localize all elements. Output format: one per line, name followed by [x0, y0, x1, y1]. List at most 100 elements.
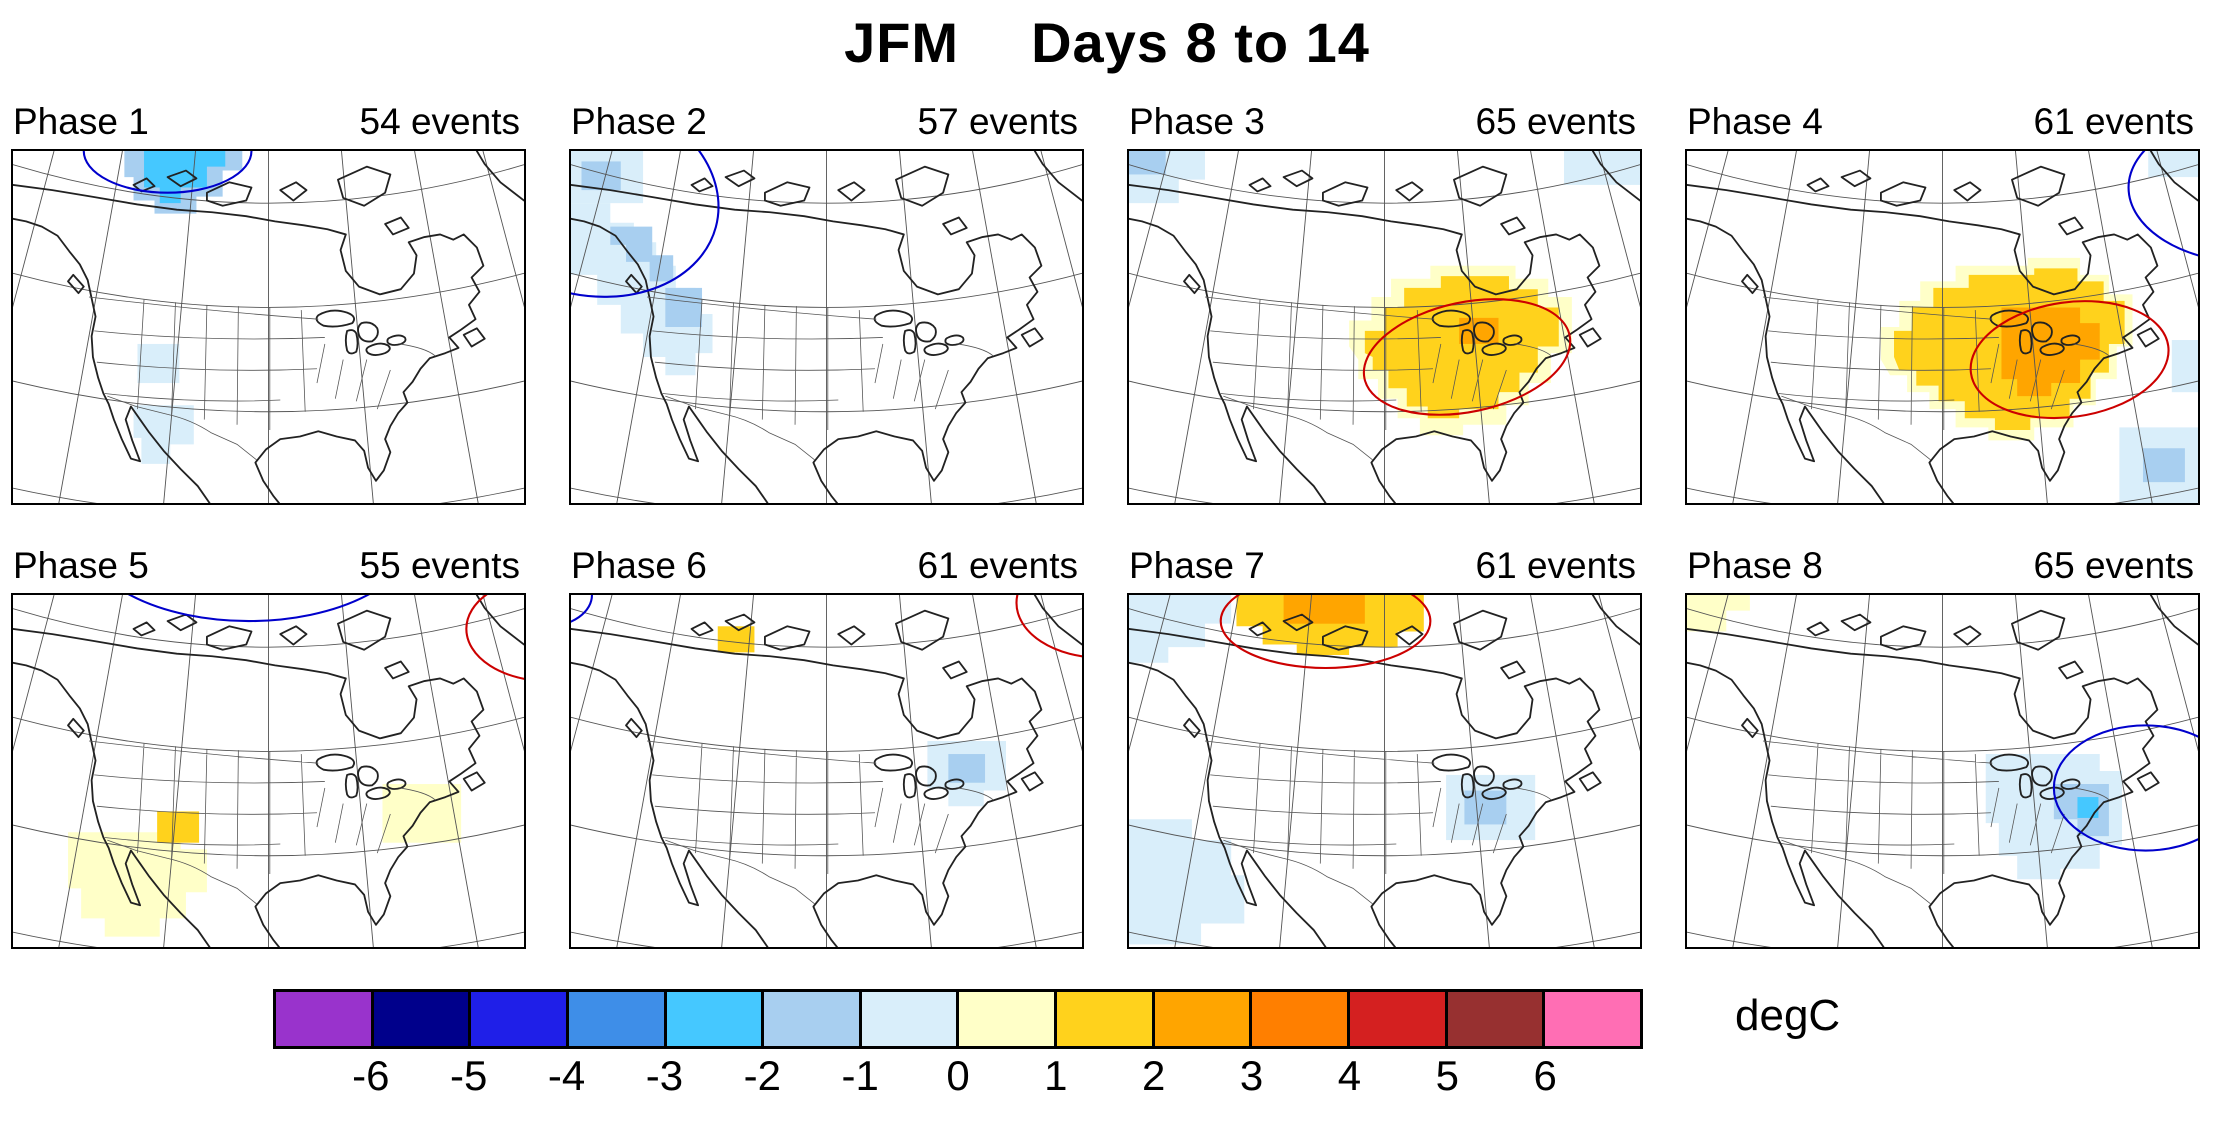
anomaly-patch [948, 754, 986, 783]
panel-header: Phase 8 65 events [1685, 545, 2196, 593]
red-contour [1015, 595, 1082, 658]
anomaly-patch [68, 832, 207, 937]
panel-phase-1: Phase 1 54 events [11, 101, 526, 505]
colorbar-segment [468, 992, 566, 1046]
anomaly-patch [2171, 340, 2198, 393]
anomaly-patch [665, 287, 703, 327]
panel-header: Phase 4 61 events [1685, 101, 2196, 149]
blue-contour [82, 151, 253, 194]
phase-label: Phase 2 [571, 101, 707, 142]
panel-phase-4: Phase 4 61 events [1685, 101, 2200, 505]
phase-label: Phase 5 [13, 545, 149, 586]
anomaly-map-phase-3 [1127, 149, 1642, 505]
anomaly-patch [2077, 797, 2099, 818]
anomaly-patch [382, 784, 462, 843]
colorbar-segment [761, 992, 859, 1046]
anomaly-patch [2142, 448, 2185, 483]
anomaly-patch [581, 161, 621, 191]
colorbar-segment [1347, 992, 1445, 1046]
colorbar-tick: -1 [841, 1052, 879, 1099]
blue-contour [571, 151, 720, 298]
anomaly-map-phase-5 [11, 593, 526, 949]
colorbar-tick: 0 [946, 1052, 970, 1099]
colorbar-segment [1444, 992, 1543, 1046]
colorbar-tick: 2 [1142, 1052, 1166, 1099]
anomaly-map-phase-4 [1685, 149, 2200, 505]
events-count: 65 events [2033, 545, 2194, 586]
panel-grid: Phase 1 54 events Phase 2 57 events Phas… [11, 101, 2214, 949]
colorbar-ticks: -6 -5 -4 -3 -2 -1 0 1 2 3 4 5 6 [273, 1052, 1643, 1102]
red-contour [1969, 300, 2170, 420]
colorbar-segment [565, 992, 664, 1046]
events-count: 61 events [1475, 545, 1636, 586]
anomaly-patch [137, 343, 180, 384]
colorbar-wrap: -6 -5 -4 -3 -2 -1 0 1 2 3 4 5 6 degC [273, 989, 1840, 1102]
colorbar-segment [1249, 992, 1348, 1046]
anomaly-patch [157, 811, 200, 843]
anomaly-patch [1687, 595, 1750, 632]
anomaly-patch [610, 226, 674, 282]
anomaly-patch [133, 405, 194, 464]
phase-label: Phase 7 [1129, 545, 1265, 586]
panel-phase-2: Phase 2 57 events [569, 101, 1084, 505]
panel-header: Phase 3 65 events [1127, 101, 1638, 149]
anomaly-map-phase-6 [569, 593, 1084, 949]
colorbar-segment [858, 992, 957, 1046]
blue-contour [571, 595, 593, 623]
anomaly-patch [1129, 151, 1166, 175]
figure-title-season: JFM [844, 11, 960, 74]
events-count: 57 events [917, 101, 1078, 142]
events-count: 61 events [917, 545, 1078, 586]
figure-title: JFM Days 8 to 14 [0, 10, 2214, 75]
panel-phase-5: Phase 5 55 events [11, 545, 526, 949]
colorbar-tick: 5 [1435, 1052, 1459, 1099]
events-count: 65 events [1475, 101, 1636, 142]
panel-phase-8: Phase 8 65 events [1685, 545, 2200, 949]
phase-label: Phase 6 [571, 545, 707, 586]
anomaly-patch [144, 151, 226, 204]
anomaly-map-phase-7 [1127, 593, 1642, 949]
anomaly-map-phase-1 [11, 149, 526, 505]
anomaly-patch [1283, 595, 1365, 624]
blue-contour [2052, 724, 2198, 852]
colorbar-segment [663, 992, 762, 1046]
panel-header: Phase 7 61 events [1127, 545, 1638, 593]
blue-contour [127, 595, 370, 623]
panel-phase-3: Phase 3 65 events [1127, 101, 1642, 505]
colorbar-segment [276, 992, 371, 1046]
figure-title-period: Days 8 to 14 [1031, 11, 1370, 74]
panel-header: Phase 1 54 events [11, 101, 522, 149]
anomaly-patch [2148, 151, 2198, 178]
red-contour [465, 595, 524, 680]
colorbar-tick: -5 [450, 1052, 488, 1099]
phase-label: Phase 1 [13, 101, 149, 142]
events-count: 54 events [359, 101, 520, 142]
colorbar-tick: 4 [1337, 1052, 1362, 1099]
red-contour [1362, 298, 1572, 416]
blue-contour [2127, 151, 2198, 257]
colorbar-tick: 1 [1044, 1052, 1068, 1099]
events-count: 55 events [359, 545, 520, 586]
colorbar-segment [370, 992, 469, 1046]
anomaly-map-phase-8 [1685, 593, 2200, 949]
panel-header: Phase 5 55 events [11, 545, 522, 593]
phase-label: Phase 8 [1687, 545, 1823, 586]
colorbar-segment [956, 992, 1055, 1046]
anomaly-patch [1236, 595, 1424, 655]
colorbar-tick: -4 [547, 1052, 586, 1099]
anomaly-map-phase-2 [569, 149, 1084, 505]
anomaly-patch [1129, 595, 1232, 663]
panel-header: Phase 2 57 events [569, 101, 1080, 149]
colorbar-tick: -3 [645, 1052, 684, 1099]
colorbar-tick: 6 [1533, 1052, 1557, 1099]
colorbar-segment [1054, 992, 1152, 1046]
colorbar-unit-label: degC [1735, 991, 1841, 1040]
red-contour [1219, 595, 1432, 670]
events-count: 61 events [2033, 101, 2194, 142]
panel-header: Phase 6 61 events [569, 545, 1080, 593]
panel-phase-6: Phase 6 61 events [569, 545, 1084, 949]
colorbar-segment [1151, 992, 1250, 1046]
panel-phase-7: Phase 7 61 events [1127, 545, 1642, 949]
phase-label: Phase 3 [1129, 101, 1265, 142]
colorbar [273, 989, 1643, 1049]
